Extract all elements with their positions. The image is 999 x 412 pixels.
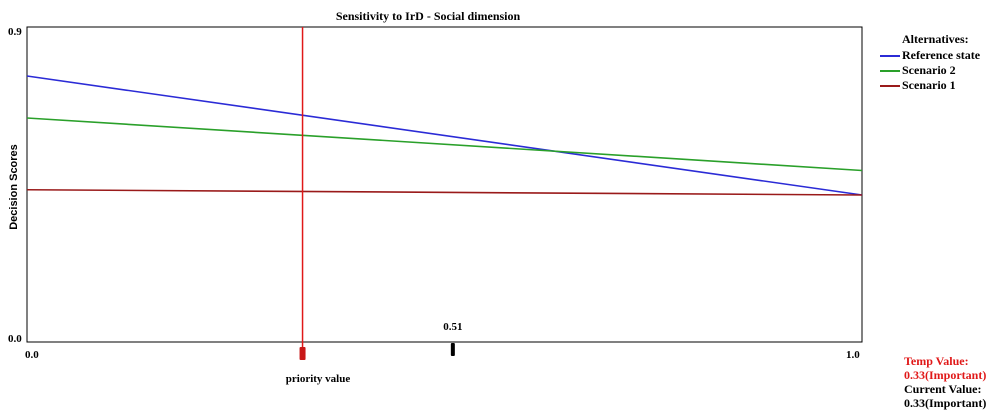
temp-value: 0.33(Important) xyxy=(904,368,987,382)
legend-swatch xyxy=(880,84,900,87)
marker-value-label: 0.51 xyxy=(443,321,462,333)
x-axis-label: priority value xyxy=(286,373,351,385)
legend-label: Scenario 2 xyxy=(902,63,956,77)
y-tick-label: 0.0 xyxy=(8,333,22,345)
plot-area xyxy=(26,26,863,343)
series-lines xyxy=(26,75,863,196)
legend-label: Scenario 1 xyxy=(902,78,956,92)
legend-swatch xyxy=(880,54,900,57)
series-line-scenario-1 xyxy=(26,188,863,196)
legend-item-scenario-1: Scenario 1 xyxy=(880,78,998,93)
legend-item-reference-state: Reference state xyxy=(880,48,998,63)
x-tick-label: 0.0 xyxy=(25,349,39,361)
x-tick-label: 1.0 xyxy=(846,349,860,361)
legend-item-scenario-2: Scenario 2 xyxy=(880,63,998,78)
legend-title: Alternatives: xyxy=(902,32,969,46)
series-line-scenario-2 xyxy=(26,117,863,172)
marker-handle[interactable] xyxy=(450,343,455,356)
legend-swatch xyxy=(880,69,900,72)
current-priority-handle[interactable] xyxy=(299,347,306,360)
current-value: 0.33(Important) xyxy=(904,396,987,410)
value-status-panel: Temp Value: 0.33(Important) Current Valu… xyxy=(904,354,986,410)
temp-value-label: Temp Value: xyxy=(904,354,969,368)
legend: Alternatives: Reference state Scenario 2… xyxy=(880,32,998,93)
y-axis-label: Decision Scores xyxy=(8,144,20,230)
current-value-label: Current Value: xyxy=(904,382,982,396)
chart-title: Sensitivity to IrD - Social dimension xyxy=(336,9,521,23)
series-line-reference-state xyxy=(26,75,863,196)
y-tick-label: 0.9 xyxy=(8,26,22,38)
legend-label: Reference state xyxy=(902,48,981,62)
